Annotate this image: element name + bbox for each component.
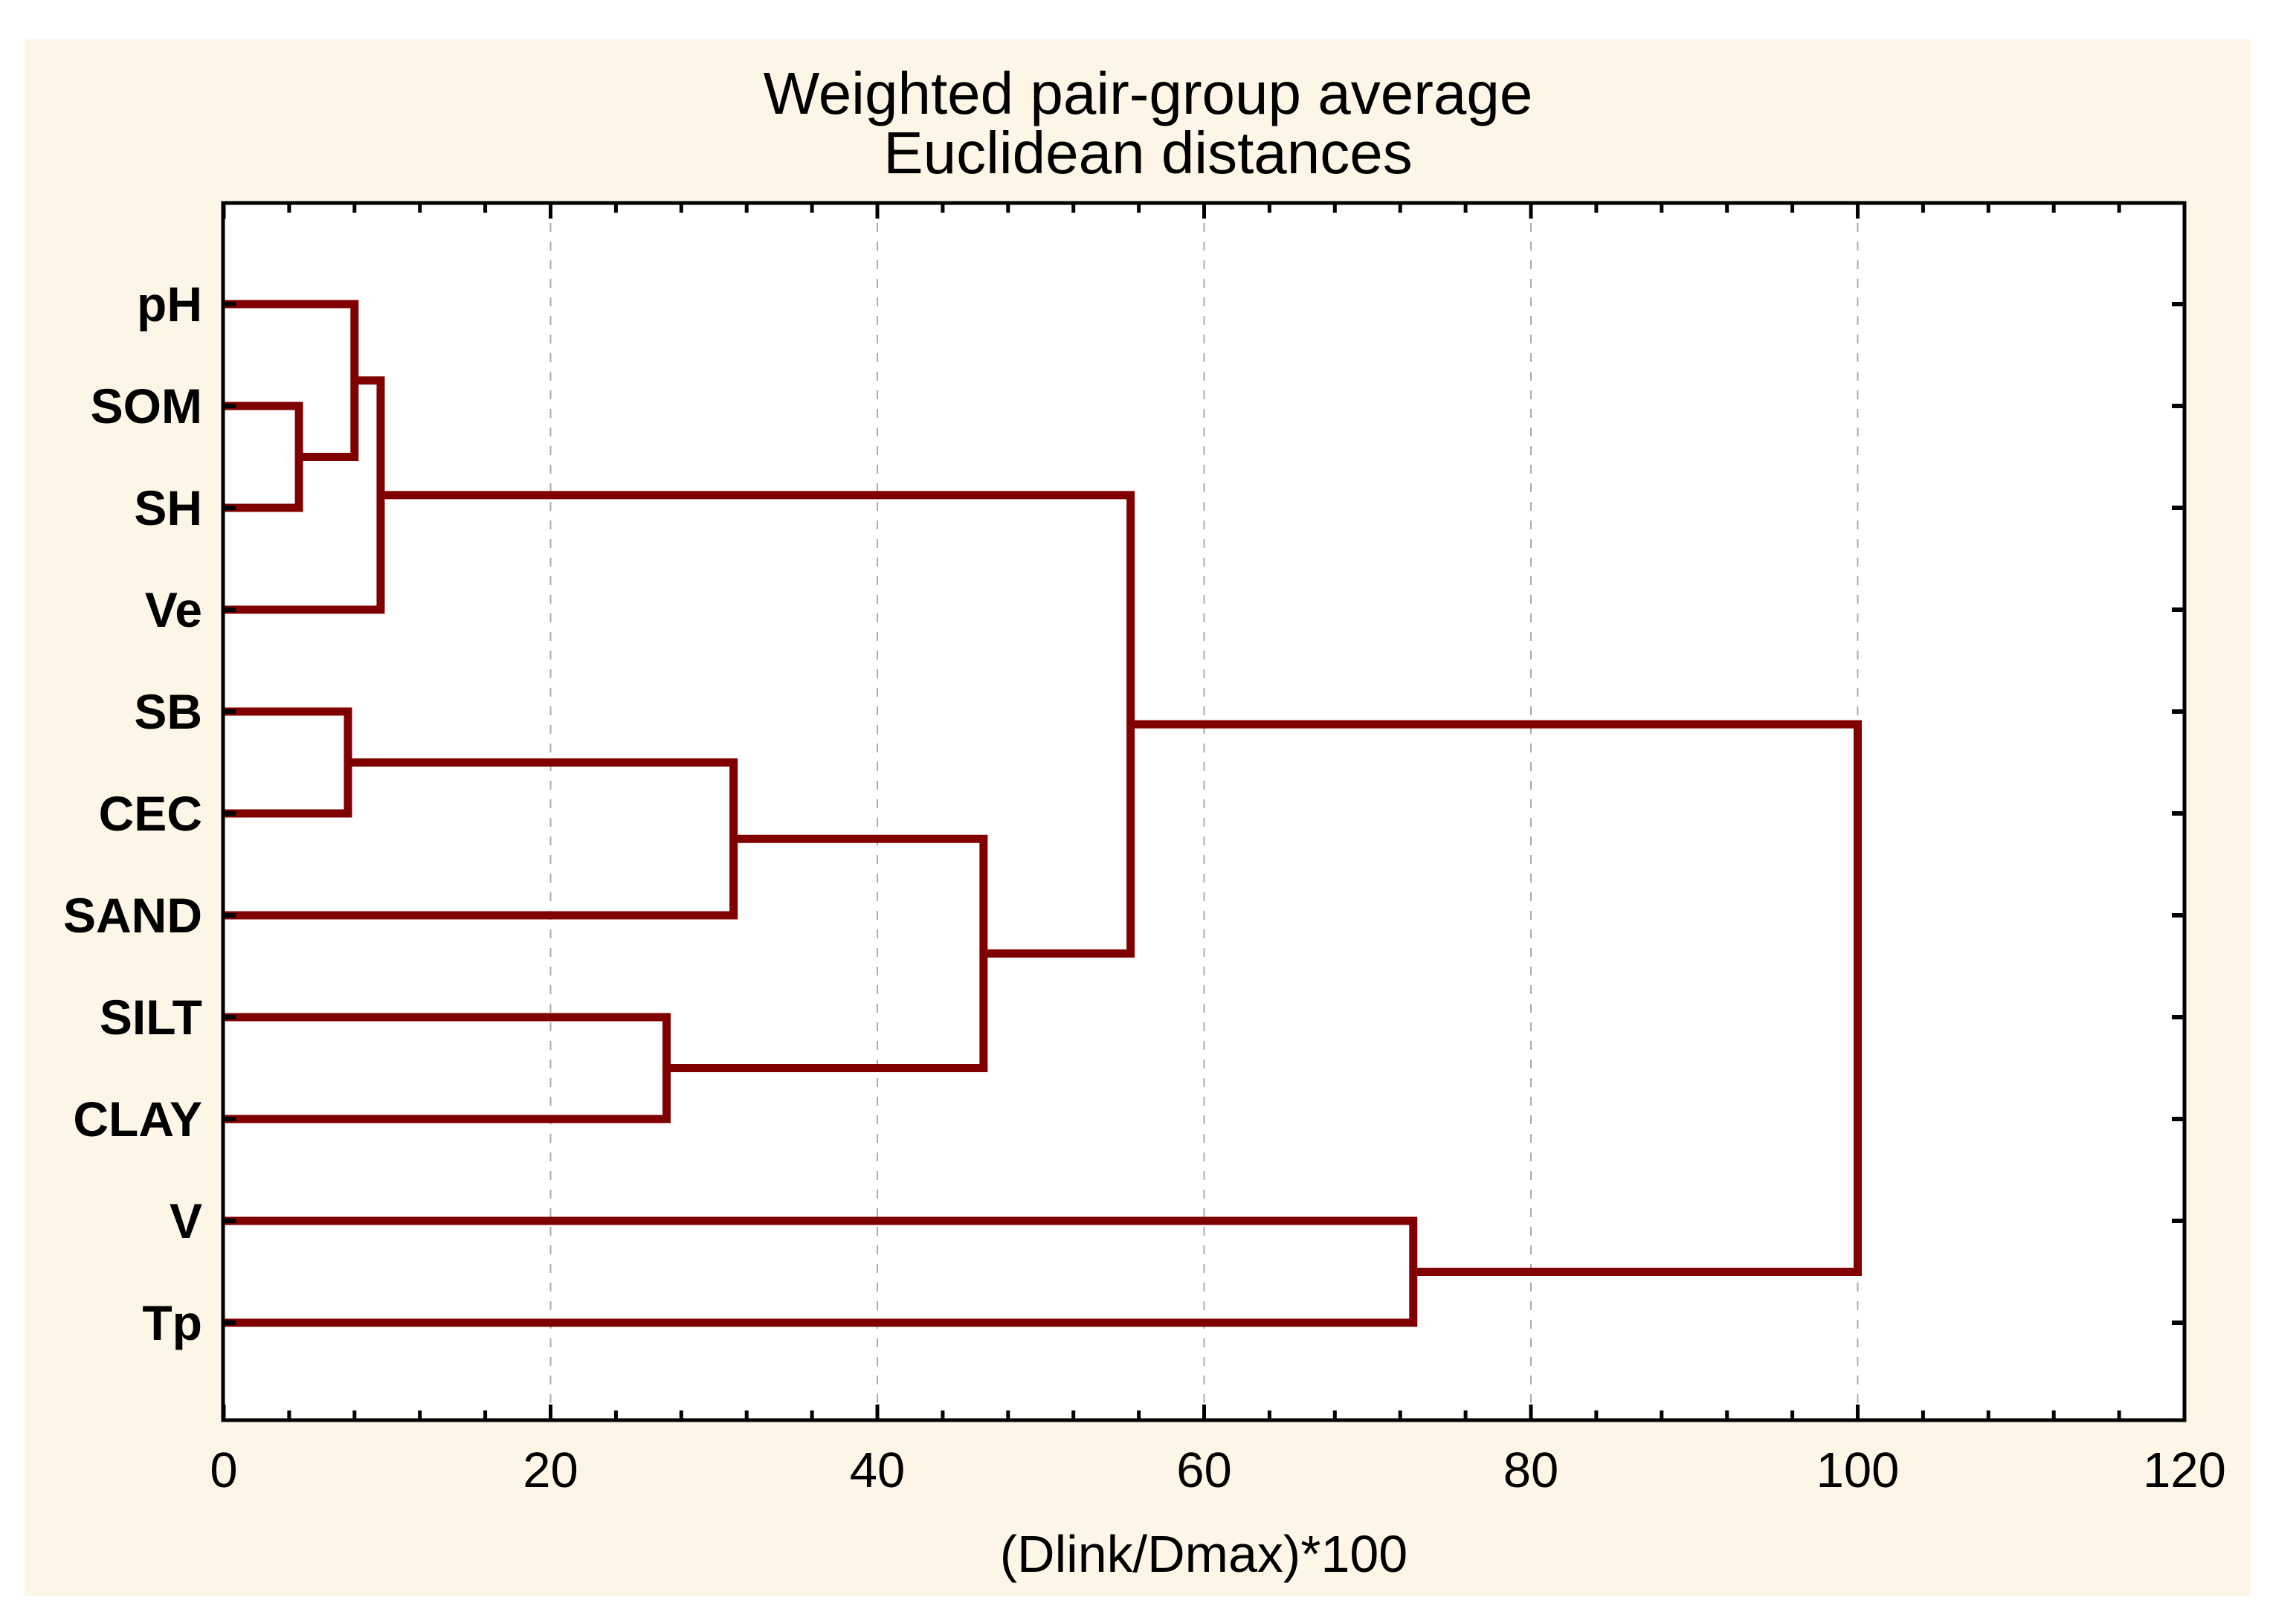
chart-title: Weighted pair-group average Euclidean di… (0, 64, 2296, 183)
leaf-label: CEC (99, 786, 202, 841)
leaf-label: SAND (63, 888, 202, 943)
leaf-label: V (170, 1193, 202, 1248)
x-tick-label: 80 (1503, 1442, 1559, 1498)
x-tick-label: 120 (2143, 1442, 2226, 1498)
leaf-label: SB (134, 684, 202, 739)
x-tick-label: 100 (1816, 1442, 1900, 1498)
leaf-label: SOM (91, 378, 202, 433)
leaf-label: Ve (145, 582, 202, 637)
chart-title-line2: Euclidean distances (883, 120, 1413, 186)
dendrogram-link (1130, 720, 1862, 1276)
x-tick-label: 40 (850, 1442, 906, 1498)
plot-area (223, 203, 2184, 1420)
x-tick-label: 60 (1176, 1442, 1232, 1498)
chart-title-line1: Weighted pair-group average (763, 60, 1533, 126)
dendrogram-link (380, 491, 1135, 958)
leaf-label: SILT (100, 990, 202, 1045)
x-tick-label: 20 (523, 1442, 578, 1498)
leaf-label: Tp (142, 1295, 202, 1350)
plot-frame (221, 201, 2187, 1422)
leaf-label: pH (137, 277, 202, 332)
x-axis-label: (Dlink/Dmax)*100 (999, 1525, 1408, 1583)
leaf-label: CLAY (73, 1092, 202, 1147)
leaf-label: SH (134, 480, 202, 535)
x-tick-label: 0 (210, 1442, 237, 1498)
